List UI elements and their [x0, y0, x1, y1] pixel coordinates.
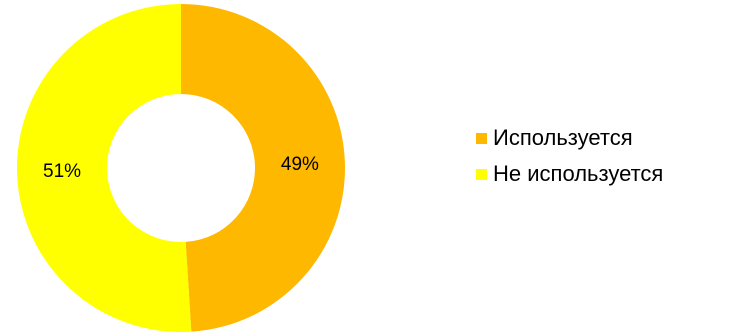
- legend-item-not-used: Не используется: [476, 156, 663, 192]
- legend-swatch-used: [476, 132, 487, 144]
- legend: Используется Не используется: [476, 120, 663, 192]
- legend-swatch-not-used: [476, 168, 487, 180]
- slice-label-not-used: 51%: [43, 161, 81, 182]
- slice-label-used: 49%: [281, 154, 319, 175]
- legend-label-not-used: Не используется: [493, 161, 664, 186]
- slice-used: [181, 4, 345, 332]
- legend-label-used: Используется: [493, 125, 633, 150]
- slice-not-used: [16, 4, 192, 333]
- legend-item-used: Используется: [476, 120, 663, 156]
